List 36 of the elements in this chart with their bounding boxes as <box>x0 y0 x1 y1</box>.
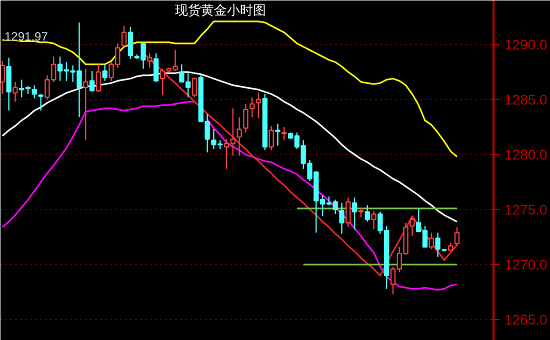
candlestick <box>364 204 370 222</box>
candlestick <box>236 116 242 156</box>
candlestick <box>243 103 248 134</box>
candlestick <box>147 52 152 68</box>
candlestick <box>346 196 351 228</box>
candlestick <box>128 26 134 60</box>
candlestick <box>96 64 102 92</box>
chart-title: 现货黄金小时图 <box>175 4 266 18</box>
y-tick-label: 1285.0 <box>504 92 548 108</box>
candlestick <box>250 96 255 118</box>
candlestick <box>352 196 358 230</box>
candlestick <box>89 70 95 92</box>
y-tick-label: 1290.0 <box>504 36 548 53</box>
candlestick <box>371 210 376 230</box>
y-tick-label: 1275.0 <box>504 202 548 218</box>
candlestick <box>428 232 434 250</box>
candlestick <box>102 64 108 82</box>
candlestick <box>256 92 262 119</box>
y-tick-label: 1280.0 <box>504 146 548 163</box>
y-tick-label: 1265.0 <box>504 312 548 328</box>
candlestick <box>275 123 280 146</box>
annotation: 1291.97 <box>4 30 48 44</box>
candlestick <box>339 202 344 234</box>
candlestick <box>32 84 38 100</box>
candlestick <box>454 226 460 246</box>
candlestick <box>268 125 274 151</box>
candlestick <box>282 126 287 141</box>
candlestick <box>192 76 198 98</box>
y-tick-label: 1270.0 <box>504 256 548 273</box>
candlestick <box>154 52 159 83</box>
line-series <box>2 20 458 158</box>
candlestick <box>38 93 44 112</box>
candlestick <box>83 68 88 141</box>
candlestick <box>410 216 415 237</box>
candlestick <box>12 81 18 102</box>
candlestick <box>121 25 127 48</box>
